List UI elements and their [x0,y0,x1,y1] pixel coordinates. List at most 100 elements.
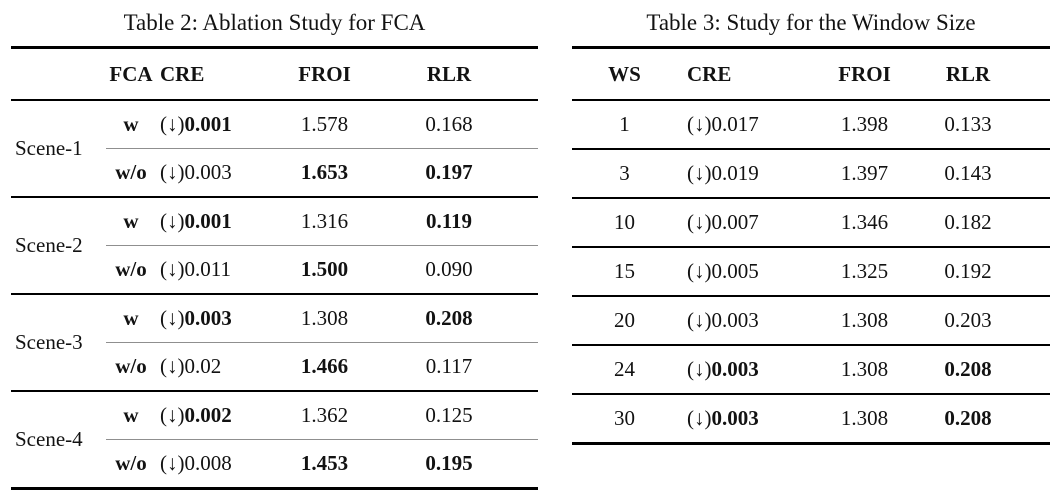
fca-cell: w/o [106,245,156,295]
froi-value: 1.398 [840,112,889,136]
cre-cell: (↓)0.001 [156,197,263,246]
ws-cell: 24 [572,345,677,395]
froi-value: 1.325 [840,259,889,283]
scene-label: Scene-3 [11,294,106,392]
down-arrow-prefix: (↓) [160,112,185,136]
table2-caption: Table 2: Ablation Study for FCA [123,10,426,35]
froi-value: 1.308 [840,357,889,381]
froi-value: 1.308 [300,306,349,330]
rlr-value: 0.168 [425,112,473,136]
rlr-cell: 0.119 [386,197,538,246]
fca-cell: w/o [106,439,156,490]
table2-header-fca: FCA [106,47,156,101]
down-arrow-prefix: (↓) [687,308,712,332]
rlr-value: 0.117 [425,354,473,378]
rlr-cell: 0.125 [386,391,538,440]
ws-cell: 30 [572,394,677,445]
rlr-cell: 0.168 [386,100,538,149]
fca-cell: w/o [106,342,156,392]
rlr-value: 0.182 [944,210,992,234]
cre-cell: (↓)0.003 [156,294,263,343]
table3-panel: Table 3: Study for the Window Size WS CR… [572,8,1050,490]
down-arrow-prefix: (↓) [160,403,185,427]
rlr-cell: 0.203 [922,296,1050,346]
down-arrow-prefix: (↓) [687,210,712,234]
table2-header-cre: CRE [156,47,263,101]
cre-value: 0.003 [184,306,232,330]
froi-value: 1.316 [300,209,349,233]
cre-cell: (↓)0.007 [677,198,807,248]
table2: FCA CRE FROI RLR Scene-1 w (↓)0.001 1.57… [11,46,538,490]
table3-header-froi: FROI [807,47,922,101]
cre-cell: (↓)0.003 [156,148,263,198]
table3-caption: Table 3: Study for the Window Size [646,10,976,35]
froi-value: 1.397 [840,161,889,185]
froi-cell: 1.308 [263,294,386,343]
table-row: 30 (↓)0.003 1.308 0.208 [572,394,1050,445]
rlr-cell: 0.182 [922,198,1050,248]
cre-value: 0.005 [711,259,759,283]
cre-value: 0.011 [184,257,231,281]
table-row: Scene-3 w (↓)0.003 1.308 0.208 [11,294,538,392]
froi-cell: 1.316 [263,197,386,246]
ws-cell: 20 [572,296,677,346]
down-arrow-prefix: (↓) [160,306,185,330]
froi-cell: 1.308 [807,394,922,445]
table-row: 24 (↓)0.003 1.308 0.208 [572,345,1050,395]
table-row: 20 (↓)0.003 1.308 0.203 [572,296,1050,346]
rlr-value: 0.133 [944,112,992,136]
rlr-value: 0.195 [425,451,473,475]
rlr-cell: 0.192 [922,247,1050,297]
rlr-cell: 0.208 [922,345,1050,395]
table-row: Scene-2 w (↓)0.001 1.316 0.119 [11,197,538,295]
rlr-value: 0.208 [944,357,992,381]
cre-cell: (↓)0.019 [677,149,807,199]
table-row: 3 (↓)0.019 1.397 0.143 [572,149,1050,199]
table3-header-row: WS CRE FROI RLR [572,47,1050,101]
cre-value: 0.003 [184,160,232,184]
rlr-value: 0.119 [425,209,473,233]
rlr-cell: 0.197 [386,148,538,198]
table2-panel: Table 2: Ablation Study for FCA FCA CRE … [11,8,538,490]
cre-cell: (↓)0.001 [156,100,263,149]
scene-label: Scene-2 [11,197,106,295]
rlr-value: 0.125 [425,403,473,427]
fca-cell: w/o [106,148,156,198]
rlr-cell: 0.143 [922,149,1050,199]
fca-cell: w [106,100,156,149]
cre-cell: (↓)0.003 [677,296,807,346]
froi-cell: 1.346 [807,198,922,248]
rlr-cell: 0.117 [386,342,538,392]
froi-value: 1.308 [840,308,889,332]
ws-cell: 3 [572,149,677,199]
cre-cell: (↓)0.02 [156,342,263,392]
table-row: w/o (↓)0.02 1.466 0.117 [11,342,538,392]
cre-cell: (↓)0.011 [156,245,263,295]
rlr-value: 0.090 [425,257,473,281]
rlr-value: 0.208 [944,406,992,430]
cre-value: 0.003 [711,308,759,332]
table-row: w/o (↓)0.011 1.500 0.090 [11,245,538,295]
cre-value: 0.019 [711,161,759,185]
table-row: 10 (↓)0.007 1.346 0.182 [572,198,1050,248]
down-arrow-prefix: (↓) [687,112,712,136]
scene-label: Scene-1 [11,100,106,198]
scene-label: Scene-4 [11,391,106,490]
rlr-value: 0.197 [425,160,473,184]
cre-value: 0.007 [711,210,759,234]
froi-cell: 1.453 [263,439,386,490]
down-arrow-prefix: (↓) [160,354,185,378]
rlr-cell: 0.133 [922,100,1050,150]
rlr-value: 0.208 [425,306,473,330]
froi-value: 1.308 [840,406,889,430]
froi-cell: 1.653 [263,148,386,198]
cre-cell: (↓)0.002 [156,391,263,440]
cre-cell: (↓)0.017 [677,100,807,150]
froi-cell: 1.466 [263,342,386,392]
down-arrow-prefix: (↓) [160,209,185,233]
cre-cell: (↓)0.008 [156,439,263,490]
table2-corner-cell [11,47,106,101]
page: Table 2: Ablation Study for FCA FCA CRE … [11,8,1050,490]
cre-cell: (↓)0.003 [677,345,807,395]
rlr-cell: 0.208 [922,394,1050,445]
